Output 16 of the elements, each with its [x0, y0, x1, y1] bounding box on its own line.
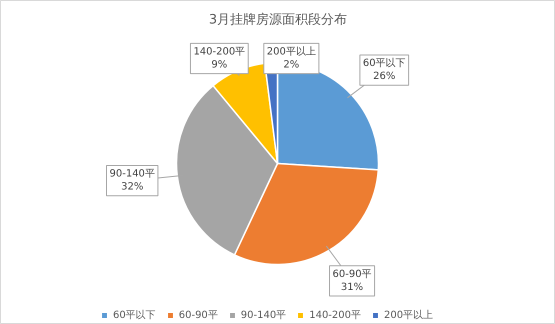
legend-label: 60平以下 — [113, 308, 156, 322]
legend-label: 60-90平 — [178, 309, 218, 322]
slice-label: 140-200平 — [193, 46, 246, 58]
chart-title: 3月挂牌房源面积段分布 — [208, 12, 348, 28]
slice-label: 60-90平 — [332, 268, 372, 280]
legend-label: 90-140平 — [240, 309, 286, 322]
data-label: 32% — [121, 182, 144, 193]
legend-label: 200平以上 — [384, 308, 434, 322]
slice-label: 200平以上 — [266, 45, 316, 58]
data-label: 2% — [283, 60, 300, 71]
slice-label: 90-140平 — [109, 168, 155, 180]
slice-label: 60平以下 — [362, 57, 406, 70]
data-label: 31% — [340, 282, 364, 293]
data-label: 9% — [211, 60, 228, 71]
legend-label: 140-200平 — [309, 309, 362, 322]
data-label: 26% — [373, 71, 396, 82]
